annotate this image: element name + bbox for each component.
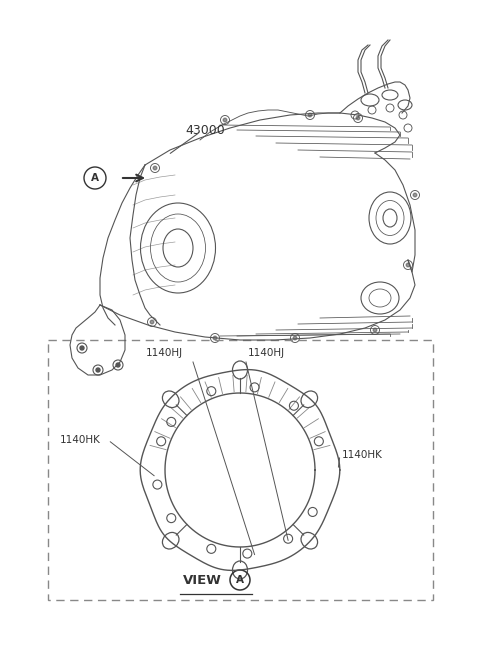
Circle shape bbox=[116, 363, 120, 367]
Circle shape bbox=[406, 263, 410, 267]
Text: A: A bbox=[91, 173, 99, 183]
Circle shape bbox=[213, 336, 217, 340]
Circle shape bbox=[413, 193, 417, 196]
Circle shape bbox=[150, 320, 154, 324]
Circle shape bbox=[356, 116, 360, 120]
Text: A: A bbox=[236, 575, 244, 585]
Circle shape bbox=[293, 336, 297, 340]
Circle shape bbox=[80, 346, 84, 350]
Text: VIEW: VIEW bbox=[183, 574, 222, 586]
Circle shape bbox=[373, 328, 377, 332]
Circle shape bbox=[308, 113, 312, 117]
Text: 1140HJ: 1140HJ bbox=[146, 348, 183, 358]
Circle shape bbox=[96, 368, 100, 372]
Text: 1140HK: 1140HK bbox=[60, 435, 101, 445]
Bar bbox=[48, 340, 433, 600]
Circle shape bbox=[223, 118, 227, 122]
Text: 1140HK: 1140HK bbox=[342, 450, 383, 460]
Text: 43000: 43000 bbox=[185, 124, 225, 136]
Circle shape bbox=[153, 166, 157, 170]
Text: 1140HJ: 1140HJ bbox=[248, 348, 285, 358]
